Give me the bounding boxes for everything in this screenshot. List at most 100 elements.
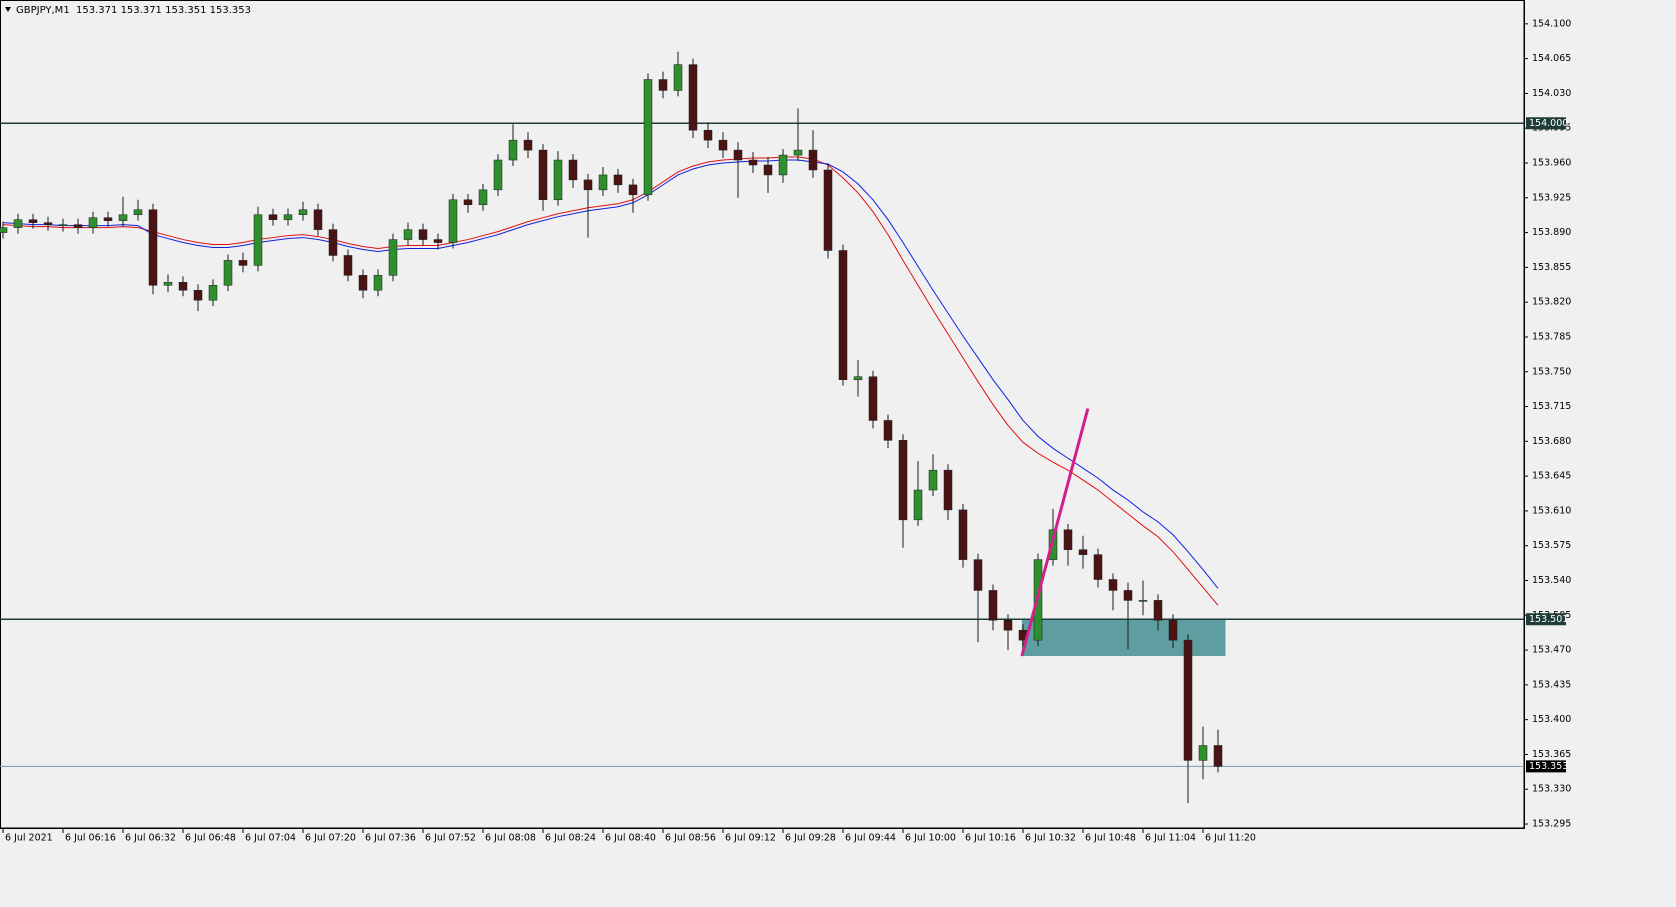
candle-body <box>403 229 413 240</box>
y-tick-label: 153.470 <box>1532 645 1571 656</box>
y-tick-label: 153.575 <box>1532 540 1571 551</box>
candle-body <box>703 129 713 141</box>
y-tick-label: 153.435 <box>1532 679 1571 690</box>
x-tick-label: 6 Jul 08:24 <box>545 833 596 844</box>
candle-body <box>778 154 788 176</box>
candle-body <box>1213 745 1223 767</box>
candle-body <box>523 139 533 151</box>
y-tick-label: 153.295 <box>1532 819 1571 830</box>
x-tick-label: 6 Jul 2021 <box>5 833 53 844</box>
candle-body <box>583 179 593 191</box>
candle-body <box>208 285 218 301</box>
candle-body <box>898 440 908 521</box>
moving-average <box>2 159 1219 589</box>
candle-body <box>808 149 818 171</box>
candle-body <box>328 229 338 256</box>
candle-body <box>538 149 548 201</box>
candle-body <box>733 149 743 161</box>
y-tick-label: 153.330 <box>1532 784 1571 795</box>
candle-body <box>298 209 308 215</box>
candle-body <box>1168 620 1178 641</box>
x-tick-label: 6 Jul 07:36 <box>365 833 416 844</box>
candle-body <box>673 64 683 91</box>
zone <box>1021 619 1226 657</box>
candle-body <box>1198 745 1208 761</box>
candle-body <box>958 509 968 560</box>
candle-body <box>133 209 143 215</box>
candle-body <box>163 282 173 286</box>
candle-body <box>1093 554 1103 580</box>
candle-body <box>103 217 113 221</box>
candle-body <box>388 239 398 276</box>
candle-body <box>988 590 998 621</box>
candle-body <box>643 79 653 196</box>
candle-body <box>628 184 638 196</box>
candle-body <box>868 376 878 421</box>
x-tick-label: 6 Jul 07:04 <box>245 833 296 844</box>
candle-body <box>883 420 893 441</box>
candle-body <box>1108 579 1118 591</box>
candle-body <box>43 222 53 225</box>
y-tick-label: 154.100 <box>1532 18 1571 29</box>
candle-body <box>1078 549 1088 555</box>
x-tick-label: 6 Jul 09:28 <box>785 833 836 844</box>
plot-frame <box>0 0 1525 829</box>
y-tick-label: 153.400 <box>1532 714 1571 725</box>
x-tick-label: 6 Jul 07:52 <box>425 833 476 844</box>
price-label: 153.353 <box>1529 761 1568 772</box>
candle-body <box>928 469 938 491</box>
level-label-box <box>1526 117 1566 130</box>
candle-body <box>193 289 203 301</box>
candle-body <box>1003 620 1013 631</box>
y-tick-label: 153.855 <box>1532 262 1571 273</box>
candle-body <box>598 174 608 191</box>
candle-body <box>838 250 848 380</box>
candle-body <box>1138 600 1148 602</box>
y-tick-label: 153.785 <box>1532 331 1571 342</box>
candle-body <box>13 219 23 228</box>
trendline <box>1020 408 1090 657</box>
x-tick-label: 6 Jul 07:20 <box>305 833 356 844</box>
candle-body <box>88 217 98 228</box>
candle-body <box>268 214 278 220</box>
candle-body <box>118 214 128 221</box>
candle-body <box>688 64 698 131</box>
x-tick-label: 6 Jul 10:48 <box>1085 833 1136 844</box>
y-tick-label: 154.030 <box>1532 88 1571 99</box>
x-tick-label: 6 Jul 06:16 <box>65 833 116 844</box>
candle-body <box>613 174 623 186</box>
candle-body <box>358 275 368 291</box>
candle-body <box>73 224 83 228</box>
candle-body <box>373 275 383 291</box>
level-label: 154.000 <box>1529 118 1568 129</box>
candle-body <box>493 159 503 191</box>
candle-body <box>343 255 353 276</box>
y-tick-label: 153.715 <box>1532 401 1571 412</box>
y-tick-label: 153.680 <box>1532 436 1571 447</box>
candle-body <box>1063 529 1073 550</box>
candle-body <box>148 209 158 286</box>
candle-body <box>718 139 728 151</box>
x-tick-label: 6 Jul 09:12 <box>725 833 776 844</box>
candle-body <box>823 169 833 251</box>
moving-average <box>2 156 1219 606</box>
x-tick-label: 6 Jul 10:32 <box>1025 833 1076 844</box>
x-tick-label: 6 Jul 10:16 <box>965 833 1016 844</box>
price-label-box <box>1526 760 1566 773</box>
x-tick-label: 6 Jul 08:40 <box>605 833 656 844</box>
candle-body <box>0 227 8 233</box>
candle-body <box>508 139 518 161</box>
candle-body <box>943 469 953 511</box>
candle-body <box>763 164 773 176</box>
candle-body <box>1153 600 1163 621</box>
candle-body <box>658 79 668 91</box>
candle-body <box>1123 590 1133 601</box>
candle-body <box>178 282 188 291</box>
x-tick-label: 6 Jul 06:48 <box>185 833 236 844</box>
y-tick-label: 153.820 <box>1532 297 1571 308</box>
candle-body <box>448 199 458 243</box>
x-tick-label: 6 Jul 11:20 <box>1205 833 1256 844</box>
y-tick-label: 153.750 <box>1532 366 1571 377</box>
